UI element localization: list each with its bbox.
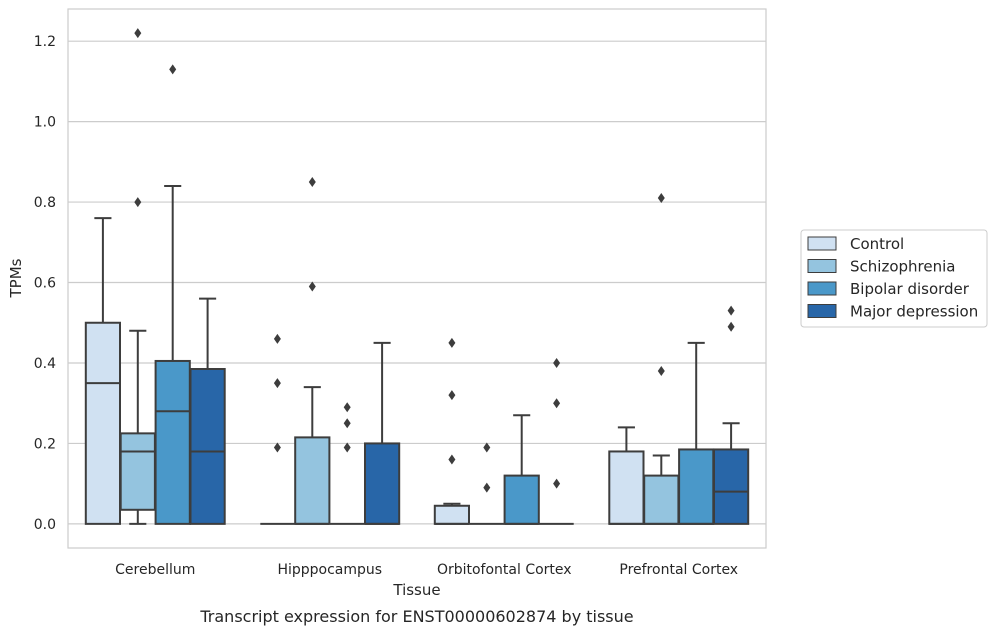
box-body [363, 442, 401, 525]
box-body [608, 450, 645, 525]
x-axis-ticks: Cerebellum Hipppocampus Orbitofontal Corte… [115, 562, 738, 578]
chart-caption: Transcript expression for ENST0000060287… [199, 607, 633, 626]
y-tick-label: 0.2 [34, 436, 56, 452]
outlier-point [657, 193, 665, 204]
outlier-point [134, 28, 142, 39]
outlier-point [273, 442, 281, 453]
box-schizophrenia [294, 176, 331, 525]
box-body [712, 448, 750, 525]
x-axis-label: Tissue [392, 581, 440, 599]
box-body [189, 368, 226, 525]
outlier-point [448, 390, 456, 401]
y-tick-label: 0.0 [34, 517, 56, 533]
box-schizophrenia [643, 193, 680, 525]
box-bipolar-disorder [154, 64, 191, 525]
box-body [84, 321, 122, 525]
legend: Control Schizophrenia Bipolar disorder Majo… [800, 229, 988, 328]
outlier-point [553, 357, 561, 368]
legend-label: Schizophrenia [850, 258, 955, 276]
outlier-point [553, 398, 561, 409]
x-tick-label: Prefrontal Cortex [619, 562, 738, 578]
box-control [608, 426, 645, 525]
legend-frame [800, 229, 988, 328]
outlier-point [483, 482, 491, 493]
outlier-point [553, 478, 561, 489]
box-body [678, 448, 715, 525]
x-tick-label: Orbitofontal Cortex [437, 562, 572, 578]
x-tick-label: Hipppocampus [277, 562, 382, 578]
outlier-point [483, 442, 491, 453]
legend-label: Control [850, 235, 904, 253]
box-major-depression [363, 341, 401, 525]
legend-label: Bipolar disorder [850, 280, 970, 298]
box-control [260, 333, 295, 525]
box-body [433, 504, 471, 525]
outlier-point [134, 197, 142, 208]
outlier-point [657, 366, 665, 377]
box-major-depression [712, 305, 750, 525]
legend-swatch [807, 281, 837, 296]
box-major-depression [539, 357, 574, 525]
legend-label: Major depression [850, 303, 978, 321]
y-tick-label: 1.2 [34, 34, 56, 50]
box-bipolar-disorder [330, 402, 365, 525]
box-bipolar-disorder [678, 341, 715, 525]
outlier-point [448, 454, 456, 465]
outlier-point [448, 337, 456, 348]
outlier-point [308, 281, 316, 292]
box-body [154, 359, 191, 525]
outlier-point [308, 176, 316, 187]
plot-area-frame [67, 8, 767, 549]
y-tick-label: 0.6 [34, 276, 56, 292]
outlier-point [727, 321, 735, 332]
legend-swatch [807, 304, 837, 318]
box-body [119, 432, 156, 511]
outlier-point [169, 64, 177, 75]
legend-swatch [807, 259, 837, 273]
outlier-point [727, 305, 735, 316]
boxes [84, 28, 750, 525]
outlier-point [273, 333, 281, 344]
legend-swatch [807, 236, 837, 251]
y-axis-ticks: 0.0 0.2 0.4 0.6 0.8 1.0 1.2 [34, 34, 56, 533]
box-bipolar-disorder [503, 414, 540, 525]
outlier-point [273, 378, 281, 389]
box-major-depression [189, 297, 226, 525]
box-body [503, 474, 540, 525]
outlier-point [343, 402, 351, 413]
box-schizophrenia [469, 442, 504, 525]
outlier-point [343, 418, 351, 429]
box-body [294, 436, 331, 525]
y-tick-label: 1.0 [34, 115, 56, 131]
outlier-point [343, 442, 351, 453]
box-control [84, 217, 122, 525]
y-axis-label: TPMs [7, 258, 25, 298]
y-tick-label: 0.4 [34, 356, 56, 372]
x-tick-label: Cerebellum [115, 562, 195, 578]
box-control [433, 337, 471, 525]
box-body [643, 474, 680, 525]
y-tick-label: 0.8 [34, 195, 56, 211]
box-schizophrenia [119, 28, 156, 525]
